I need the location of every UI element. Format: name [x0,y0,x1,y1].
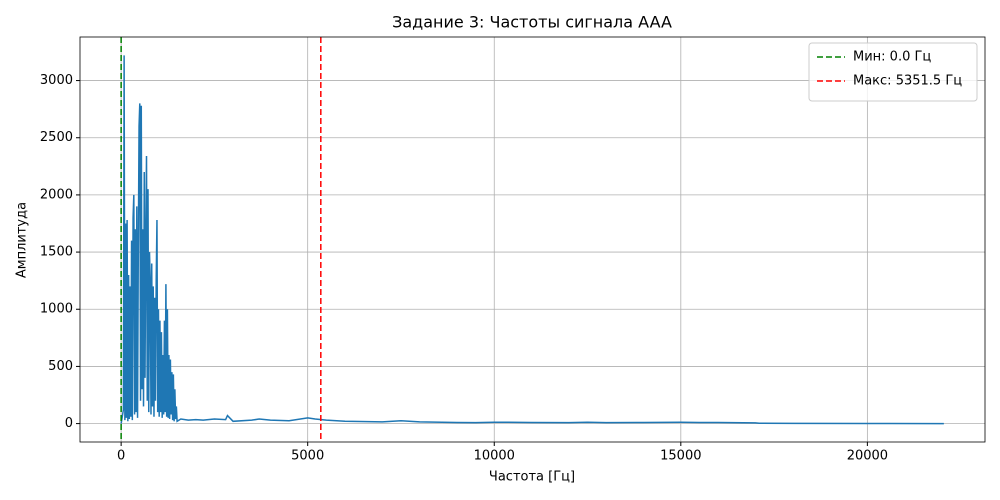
legend-label: Мин: 0.0 Гц [853,50,931,65]
y-tick-label: 500 [48,359,73,374]
y-tick-label: 3000 [40,73,73,88]
y-tick-label: 0 [65,416,73,431]
x-tick-label: 5000 [291,449,324,464]
x-tick-label: 0 [117,449,125,464]
y-tick-label: 2500 [40,130,73,145]
x-tick-label: 20000 [847,449,888,464]
legend: Мин: 0.0 Гц Макс: 5351.5 Гц [808,42,978,102]
x-tick-label: 15000 [660,449,701,464]
y-axis-label: Амплитуда [15,202,30,278]
x-tick-label: 10000 [474,449,515,464]
y-tick-label: 2000 [40,187,73,202]
chart-title: Задание 3: Частоты сигнала AAA [392,13,672,32]
x-axis-label: Частота [Гц] [489,470,575,485]
axes-frame [79,36,986,443]
legend-label: Макс: 5351.5 Гц [853,74,962,89]
spectrum-line [120,55,944,425]
legend-box [808,42,978,102]
y-tick-label: 1000 [40,302,73,317]
y-tick-label: 1500 [40,245,73,260]
